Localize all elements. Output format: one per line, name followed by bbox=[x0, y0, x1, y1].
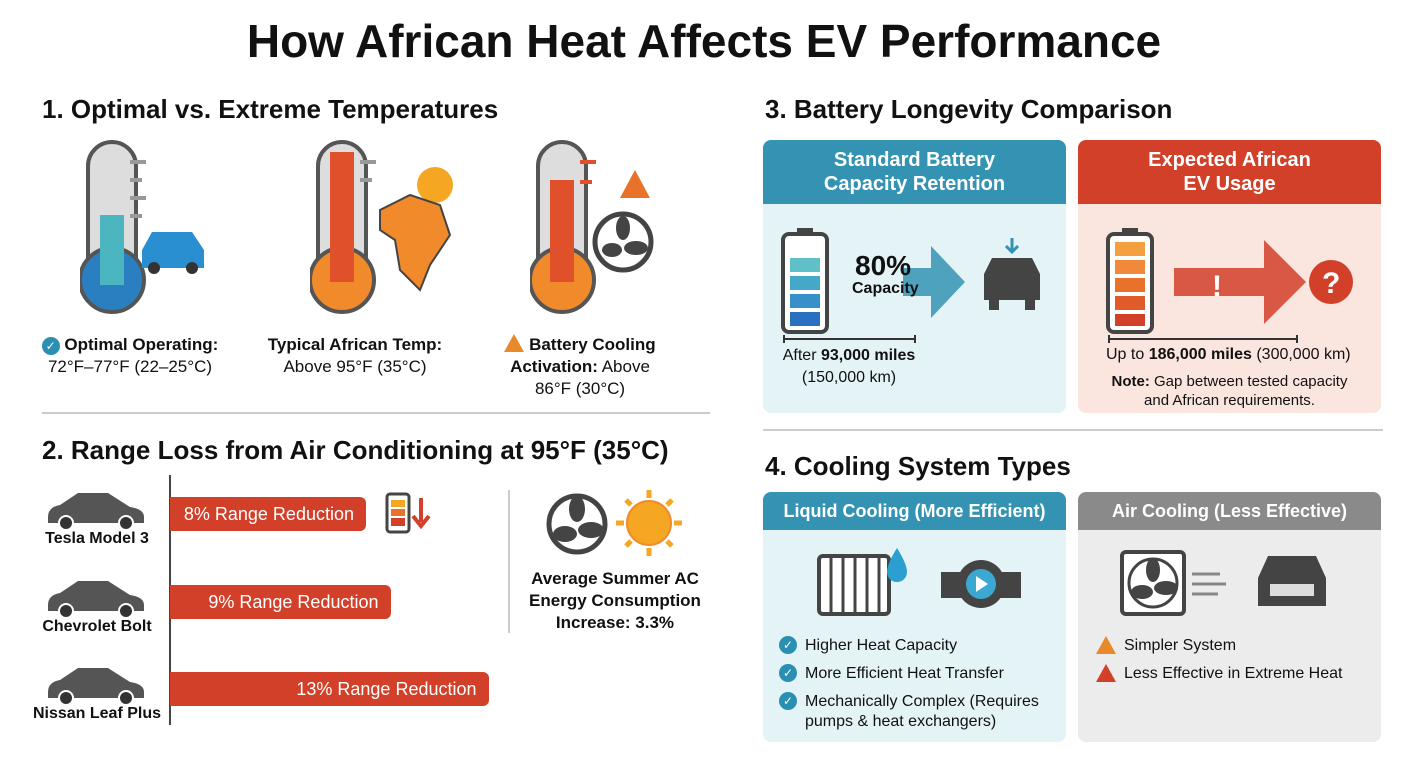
warning-icon bbox=[1096, 636, 1116, 654]
divider bbox=[42, 412, 710, 414]
african-note: Note: Gap between tested capacity and Afr… bbox=[1111, 373, 1348, 409]
car-icon bbox=[48, 493, 144, 531]
african-usage-card: Expected African EV Usage ! ? Up to 186,0… bbox=[1078, 140, 1381, 413]
battery-hot-icon: ! ? bbox=[1106, 228, 1353, 334]
thermometer-cooling-icon bbox=[530, 140, 654, 314]
radiator-pump-icon bbox=[817, 548, 1021, 616]
check-circle-icon: ✓ bbox=[41, 337, 60, 355]
check-icon: ✓ bbox=[779, 692, 797, 710]
air-points: Simpler System Less Effective in Extreme… bbox=[1096, 636, 1381, 692]
battery-blue-icon bbox=[781, 228, 1040, 334]
capacity-value: 80% bbox=[855, 250, 912, 281]
battery-down-icon bbox=[385, 492, 431, 534]
standard-battery-card: Standard Battery Capacity Retention 80% C… bbox=[763, 140, 1066, 413]
optimal-label: ✓ Optimal Operating: 72°F–77°F (22–25°C) bbox=[25, 334, 235, 378]
standard-distance: After 93,000 miles (150,000 km) bbox=[782, 347, 916, 386]
car-name: Chevrolet Bolt bbox=[42, 618, 152, 635]
fan-icon bbox=[546, 493, 608, 555]
distance-line bbox=[783, 335, 916, 343]
section3-heading: 3. Battery Longevity Comparison bbox=[765, 94, 1173, 124]
range-reduction-bar: 13% Range Reduction bbox=[170, 672, 489, 706]
ac-consumption-note: Average Summer AC Energy Consumption Incre… bbox=[529, 569, 701, 632]
divider bbox=[763, 429, 1383, 431]
thermometer-hot-africa-icon bbox=[310, 140, 453, 314]
range-reduction-bar: 9% Range Reduction bbox=[170, 585, 391, 619]
section4-heading: 4. Cooling System Types bbox=[765, 451, 1071, 481]
car-name: Nissan Leaf Plus bbox=[32, 705, 162, 722]
car-icon bbox=[48, 668, 144, 706]
car-name: Tesla Model 3 bbox=[45, 530, 149, 547]
liquid-points: ✓ Higher Heat Capacity ✓ More Efficient He… bbox=[779, 636, 1064, 740]
thermometer-optimal-icon bbox=[80, 140, 204, 314]
fan-car-icon bbox=[1120, 550, 1326, 616]
warning-icon bbox=[1096, 664, 1116, 682]
sun-icon bbox=[616, 490, 682, 556]
air-cooling-card: Air Cooling (Less Effective) Simpler Sys… bbox=[1078, 492, 1381, 742]
distance-line bbox=[1108, 335, 1298, 343]
warning-icon bbox=[504, 334, 525, 352]
range-reduction-bar: 8% Range Reduction bbox=[170, 497, 366, 531]
check-icon: ✓ bbox=[779, 636, 797, 654]
section2-heading: 2. Range Loss from Air Conditioning at 9… bbox=[42, 435, 669, 465]
svg-text:?: ? bbox=[1322, 267, 1340, 300]
page-title: How African Heat Affects EV Performance bbox=[246, 15, 1162, 67]
svg-text:!: ! bbox=[1212, 270, 1222, 303]
capacity-label: Capacity bbox=[852, 280, 919, 297]
divider-vertical bbox=[508, 490, 510, 633]
cooling-activation-label: Battery Cooling Activation: Above 86°F (30… bbox=[485, 334, 675, 400]
liquid-cooling-card: Liquid Cooling (More Efficient) ✓ Higher … bbox=[763, 492, 1066, 742]
section1-heading: 1. Optimal vs. Extreme Temperatures bbox=[42, 94, 499, 124]
african-temp-label: Typical African Temp: Above 95°F (35°C) bbox=[267, 335, 443, 376]
african-distance: Up to 186,000 miles (300,000 km) bbox=[1106, 346, 1351, 363]
check-icon: ✓ bbox=[779, 664, 797, 682]
car-icon bbox=[48, 581, 144, 619]
